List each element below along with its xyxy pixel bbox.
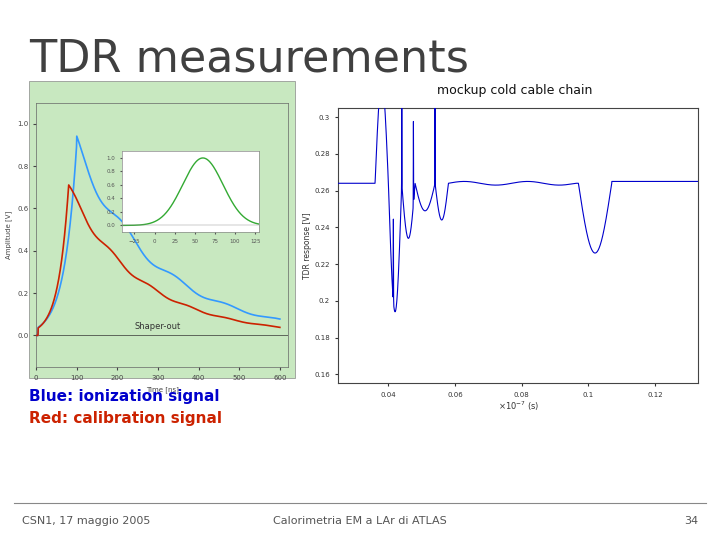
X-axis label: $\times 10^{-7}$ (s): $\times 10^{-7}$ (s) — [498, 399, 539, 413]
Y-axis label: Amplitude [V]: Amplitude [V] — [5, 211, 12, 259]
Text: vacuum cable: vacuum cable — [443, 198, 558, 212]
Text: warm pin carrier: warm pin carrier — [419, 225, 534, 255]
Text: 34: 34 — [684, 516, 698, 526]
Text: terminazione
MB: terminazione MB — [588, 180, 657, 210]
Text: mockup cold cable chain: mockup cold cable chain — [437, 84, 593, 97]
Text: Shaper-out: Shaper-out — [135, 322, 181, 331]
Text: TDR measurements: TDR measurements — [29, 38, 469, 81]
Text: Calorimetria EM a LAr di ATLAS: Calorimetria EM a LAr di ATLAS — [273, 516, 447, 526]
Y-axis label: TDR response [V]: TDR response [V] — [302, 212, 312, 279]
Text: warm cable: warm cable — [398, 253, 459, 305]
Text: cold pin carrier: cold pin carrier — [512, 143, 620, 177]
Text: delay cavi di
calibrazione: delay cavi di calibrazione — [475, 110, 541, 132]
Bar — [29, 81, 295, 378]
Text: Blue: ionization signal: Blue: ionization signal — [29, 389, 220, 404]
Text: baseplane: baseplane — [367, 231, 421, 265]
Text: Red: calibration signal: Red: calibration signal — [29, 411, 222, 426]
Text: CSN1, 17 maggio 2005: CSN1, 17 maggio 2005 — [22, 516, 150, 526]
X-axis label: Time [ns]: Time [ns] — [145, 387, 179, 393]
